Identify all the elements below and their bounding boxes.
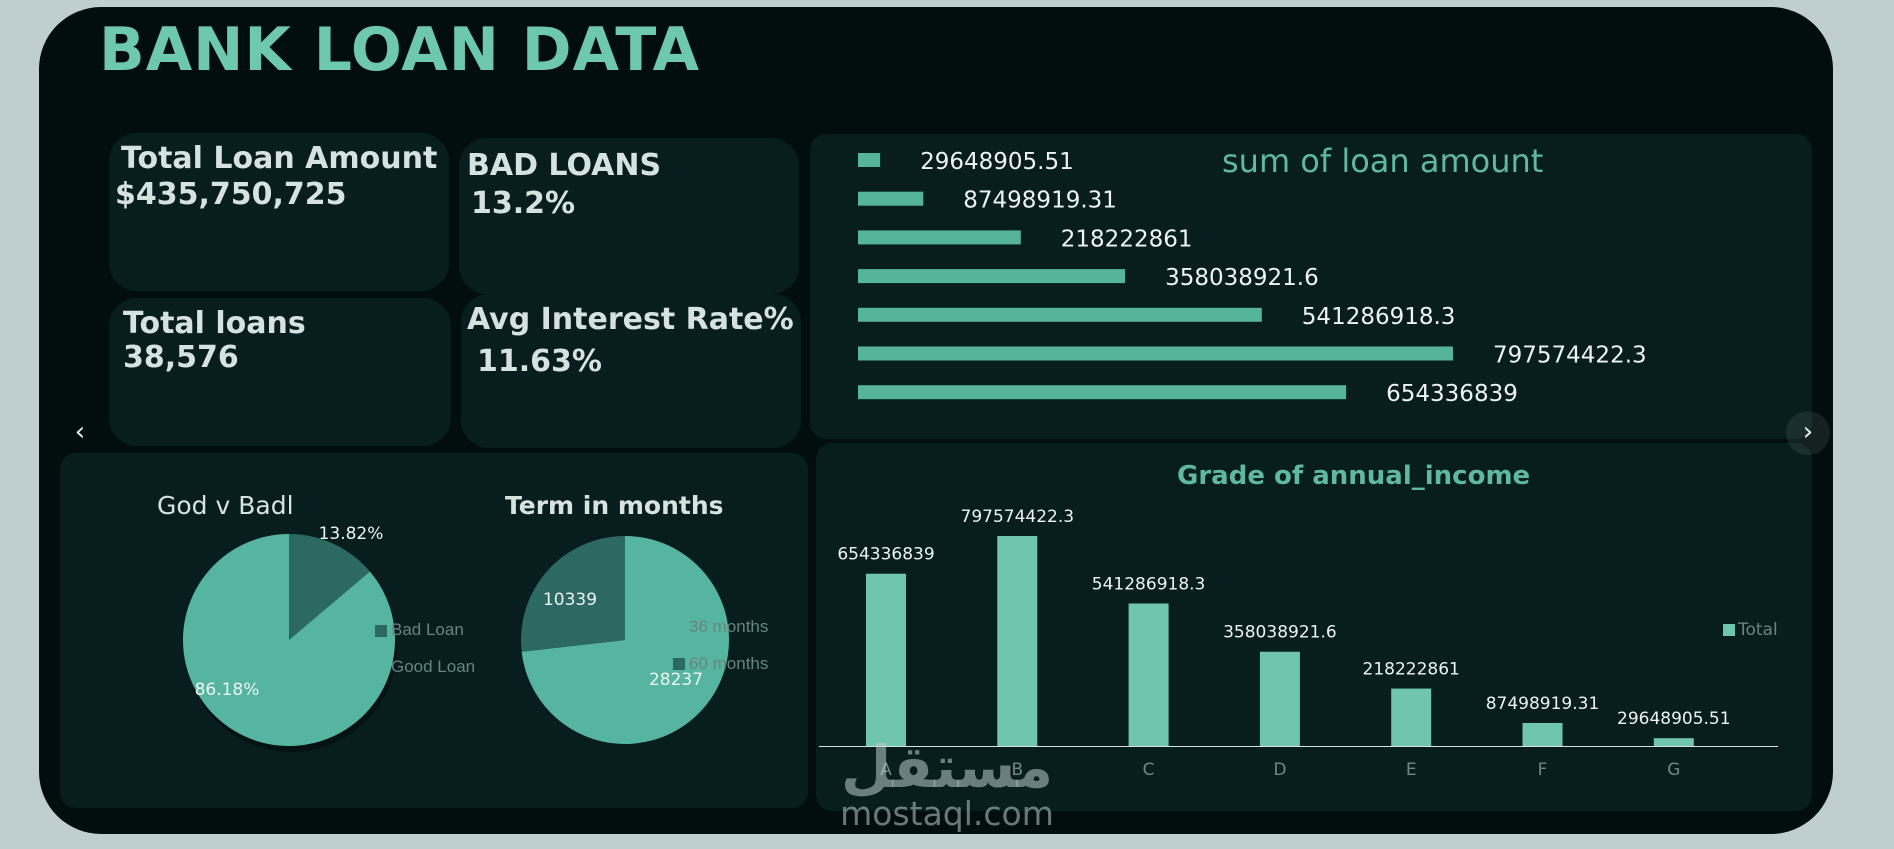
data-label: 29648905.51 xyxy=(920,149,1074,175)
bar xyxy=(858,307,1262,322)
kpi-card-total-loans: Total loans 38,576 xyxy=(109,298,451,446)
data-label: 28237 xyxy=(649,670,703,690)
kpi-value: 11.63% xyxy=(477,344,602,379)
data-label: 654336839 xyxy=(1386,381,1518,407)
bar xyxy=(1522,722,1563,746)
data-label: 29648905.51 xyxy=(1617,709,1731,729)
pie-charts-panel: God v Badl Term in months 13.82% 86.18% 28… xyxy=(60,453,808,808)
legend-item-60-months: 60 months xyxy=(689,654,769,673)
tick-label: D xyxy=(1273,760,1286,780)
data-label: 86.18% xyxy=(195,680,260,700)
tick-label: C xyxy=(1143,760,1155,780)
legend-item-36-months: 36 months xyxy=(689,617,769,636)
data-label: 654336839 xyxy=(837,545,934,565)
tick-label: F xyxy=(1538,760,1548,780)
tick-label: B xyxy=(1011,760,1023,780)
legend-item-good-loan: Good Loan xyxy=(391,657,476,676)
data-label: 358038921.6 xyxy=(1223,623,1337,643)
bar xyxy=(858,269,1126,284)
legend-swatch-60-months xyxy=(673,658,685,670)
grade-of-annual-income-chart-panel: Grade of annual_income 654336839 A 7975744… xyxy=(816,443,1812,811)
bar xyxy=(866,573,906,746)
kpi-value: $435,750,725 xyxy=(115,177,347,212)
data-label: 87498919.31 xyxy=(1486,694,1600,714)
tick-label: E xyxy=(1406,760,1417,780)
sum-of-loan-amount-chart-panel: sum of loan amount 29648905.51 87498919.3… xyxy=(810,134,1812,439)
chart-title: Grade of annual_income xyxy=(1177,461,1531,491)
kpi-card-avg-interest-rate: Avg Interest Rate% 11.63% xyxy=(461,294,801,448)
kpi-label: Total loans xyxy=(123,306,306,341)
watermark-logo-text: مستقل xyxy=(840,733,1054,801)
data-label: 218222861 xyxy=(1363,660,1460,680)
legend-item-bad-loan: Bad Loan xyxy=(391,620,464,639)
bar xyxy=(858,385,1347,400)
data-label: 218222861 xyxy=(1061,226,1193,252)
pie-slice xyxy=(183,534,395,746)
data-label: 10339 xyxy=(543,590,597,610)
data-label: 358038921.6 xyxy=(1165,265,1319,291)
pie-slice xyxy=(521,536,729,744)
horizontal-bar-chart: 29648905.51 87498919.31 218222861 358038921… xyxy=(858,149,1647,407)
kpi-label: Total Loan Amount xyxy=(121,141,438,176)
bar xyxy=(858,153,881,167)
bar xyxy=(1391,688,1432,746)
data-label: 541286918.3 xyxy=(1302,304,1456,330)
chart-title: God v Badl xyxy=(157,491,294,520)
bar xyxy=(1128,603,1169,746)
data-label: 541286918.3 xyxy=(1092,574,1206,594)
kpi-card-bad-loans: BAD LOANS 13.2% xyxy=(459,138,799,294)
pie-slice xyxy=(289,534,370,640)
kpi-value: 38,576 xyxy=(123,340,239,375)
data-label: 13.82% xyxy=(319,524,384,544)
kpi-card-total-loan-amount: Total Loan Amount $435,750,725 xyxy=(109,133,449,291)
bar xyxy=(858,346,1453,361)
vertical-bar-chart: 654336839 A 797574422.3 B 541286918.3 C 358038… xyxy=(819,507,1778,780)
bar xyxy=(1259,651,1300,746)
data-label: 797574422.3 xyxy=(1493,343,1647,369)
legend-swatch-good-loan xyxy=(375,662,387,674)
legend-swatch xyxy=(1723,624,1735,636)
tick-label: A xyxy=(880,760,892,780)
kpi-label: BAD LOANS xyxy=(467,148,662,183)
bar xyxy=(858,191,924,206)
pie-slice xyxy=(521,536,625,652)
watermark-logo: مستقل mostaql.com xyxy=(834,738,1060,832)
kpi-label: Avg Interest Rate% xyxy=(467,302,794,337)
kpi-value: 13.2% xyxy=(471,186,576,221)
data-label: 87498919.31 xyxy=(963,188,1117,214)
pie-charts: 13.82% 86.18% 28237 10339 xyxy=(183,524,729,752)
data-label: 797574422.3 xyxy=(961,507,1075,527)
chart-title: sum of loan amount xyxy=(1222,142,1544,180)
dashboard: BANK LOAN DATA Total Loan Amount $435,75… xyxy=(39,7,1833,834)
watermark-site-text: mostaql.com xyxy=(840,794,1054,833)
bar xyxy=(1653,738,1694,746)
legend-swatch-bad-loan xyxy=(375,625,387,637)
chart-title: Term in months xyxy=(505,491,724,520)
legend-item-total: Total xyxy=(1737,620,1778,640)
page-title: BANK LOAN DATA xyxy=(99,15,701,85)
bar xyxy=(997,536,1038,746)
bar xyxy=(858,230,1021,245)
tick-label: G xyxy=(1667,760,1680,780)
prev-slide-button[interactable]: ‹ xyxy=(74,417,86,447)
next-slide-button[interactable]: › xyxy=(1786,411,1830,455)
